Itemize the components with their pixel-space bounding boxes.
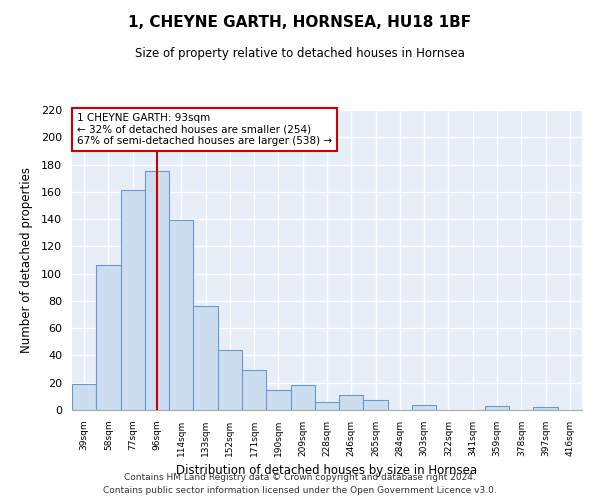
- Bar: [266, 390, 290, 410]
- Y-axis label: Number of detached properties: Number of detached properties: [20, 167, 32, 353]
- Text: Contains public sector information licensed under the Open Government Licence v3: Contains public sector information licen…: [103, 486, 497, 495]
- Bar: [412, 404, 436, 410]
- X-axis label: Distribution of detached houses by size in Hornsea: Distribution of detached houses by size …: [176, 464, 478, 477]
- Bar: [242, 370, 266, 410]
- Bar: [72, 384, 96, 410]
- Bar: [218, 350, 242, 410]
- Text: Size of property relative to detached houses in Hornsea: Size of property relative to detached ho…: [135, 48, 465, 60]
- Bar: [96, 266, 121, 410]
- Bar: [290, 386, 315, 410]
- Bar: [193, 306, 218, 410]
- Bar: [485, 406, 509, 410]
- Bar: [315, 402, 339, 410]
- Bar: [364, 400, 388, 410]
- Text: Contains HM Land Registry data © Crown copyright and database right 2024.: Contains HM Land Registry data © Crown c…: [124, 474, 476, 482]
- Bar: [169, 220, 193, 410]
- Text: 1 CHEYNE GARTH: 93sqm
← 32% of detached houses are smaller (254)
67% of semi-det: 1 CHEYNE GARTH: 93sqm ← 32% of detached …: [77, 112, 332, 146]
- Bar: [121, 190, 145, 410]
- Text: 1, CHEYNE GARTH, HORNSEA, HU18 1BF: 1, CHEYNE GARTH, HORNSEA, HU18 1BF: [128, 15, 472, 30]
- Bar: [533, 408, 558, 410]
- Bar: [145, 172, 169, 410]
- Bar: [339, 395, 364, 410]
